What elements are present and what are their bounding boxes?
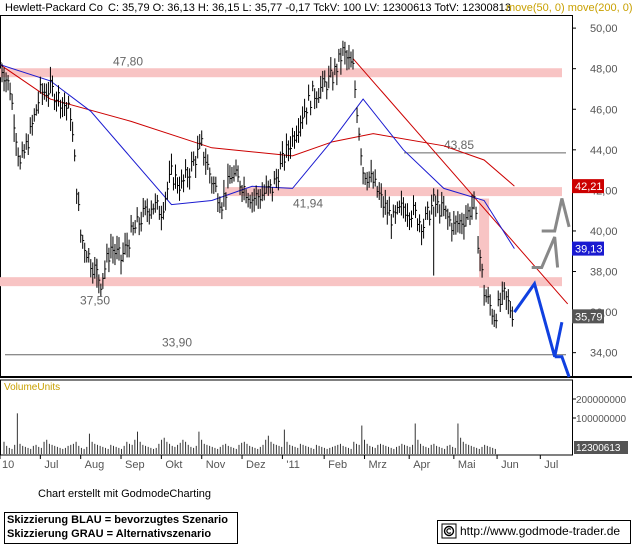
volume-frame xyxy=(0,379,573,456)
quote-line: C: 35,79 O: 36,13 H: 36,15 L: 35,77 -0,1… xyxy=(108,2,511,14)
x-tick-label: 10 xyxy=(2,459,14,471)
support-resistance-zone xyxy=(0,68,562,78)
volume-title: VolumeUnits xyxy=(4,382,60,393)
volume-last-tag xyxy=(574,441,628,454)
x-tick-label: Okt xyxy=(165,459,182,471)
y-tick-label: 34,00 xyxy=(590,348,618,360)
x-tick-label: Jul xyxy=(544,459,558,471)
price-panel: 47,8043,8541,9437,5033,9034,0036,0038,00… xyxy=(0,15,632,378)
y-tick-label: 48,00 xyxy=(590,64,618,76)
value-tag xyxy=(572,309,604,324)
x-tick-label: Feb xyxy=(328,459,347,471)
legend-blue-scenario: Skizzierung BLAU = bevorzugtes Szenario xyxy=(7,514,228,526)
support-resistance-zone xyxy=(0,277,562,287)
level-label: 37,50 xyxy=(80,294,110,308)
blue-scenario-target xyxy=(554,355,571,378)
volume-tick-label: 100000000 xyxy=(576,414,626,425)
value-tag xyxy=(572,241,604,256)
value-tag-label: 35,79 xyxy=(575,311,603,323)
level-label: 33,90 xyxy=(162,336,192,350)
ma200-line xyxy=(0,64,515,187)
website-link[interactable]: http://www.godmode-trader.de xyxy=(437,520,631,544)
y-tick-label: 38,00 xyxy=(590,267,618,279)
volume-last-label: 12300613 xyxy=(576,443,621,454)
x-tick-label: Mrz xyxy=(369,459,387,471)
x-tick-label: Jun xyxy=(501,459,519,471)
x-tick-label: Mai xyxy=(458,459,476,471)
y-tick-label: 50,00 xyxy=(590,23,618,35)
gap-zone xyxy=(479,198,490,288)
legend-gray-scenario: Skizzierung GRAU = Alternativszenario xyxy=(7,528,212,540)
level-label: 41,94 xyxy=(293,197,323,211)
website-url: http://www.godmode-trader.de xyxy=(460,524,621,538)
y-tick-label: 46,00 xyxy=(590,104,618,116)
gray-scenario-path xyxy=(531,236,560,269)
level-label: 47,80 xyxy=(113,55,143,69)
blue-scenario-path xyxy=(513,280,564,358)
copyright-icon xyxy=(441,523,457,539)
price-bars xyxy=(0,40,514,329)
indicator-label: move(50, 0) move(200, 0) xyxy=(506,2,632,14)
support-resistance-zone xyxy=(225,187,562,197)
x-tick-label: Jul xyxy=(44,459,58,471)
chart-header: Hewlett-Packard Co C: 35,79 O: 36,13 H: … xyxy=(5,2,632,14)
x-tick-label: '11 xyxy=(286,459,300,471)
x-tick-label: Aug xyxy=(85,459,105,471)
y-tick-label: 44,00 xyxy=(590,145,618,157)
down-trendline xyxy=(352,58,569,305)
y-tick-label: 40,00 xyxy=(590,226,618,238)
value-tag-label: 39,13 xyxy=(575,244,603,256)
x-tick-label: Sep xyxy=(125,459,145,471)
chart-credit: Chart erstellt mit GodmodeCharting xyxy=(38,488,212,500)
scenario-legend: Skizzierung BLAU = bevorzugtes Szenario … xyxy=(4,512,238,544)
level-label: 43,85 xyxy=(444,138,474,152)
x-tick-label: Apr xyxy=(413,459,430,471)
x-tick-label: Nov xyxy=(206,459,226,471)
volume-tick-label: 200000000 xyxy=(576,395,626,406)
symbol-title: Hewlett-Packard Co xyxy=(5,2,103,14)
value-tag-label: 42,21 xyxy=(575,181,603,193)
value-tag xyxy=(572,179,604,194)
x-tick-label: Dez xyxy=(246,459,266,471)
gray-scenario-upper xyxy=(541,198,571,233)
volume-panel: VolumeUnits 200000000 100000000 12300613 10 J… xyxy=(0,379,628,471)
